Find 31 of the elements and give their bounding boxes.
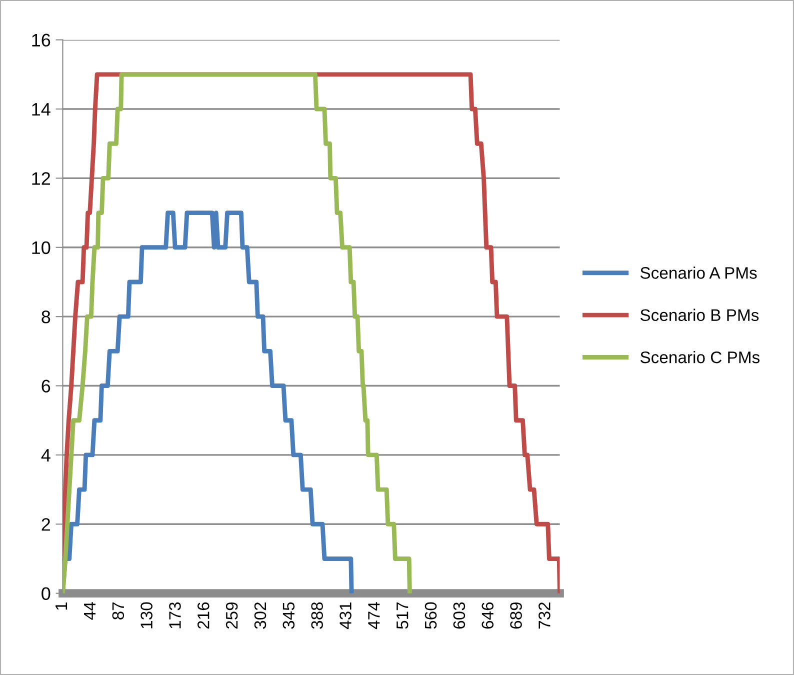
legend-label: Scenario A PMs [640,266,757,279]
y-tick-label: 12 [32,172,50,185]
y-tick-label: 14 [32,103,50,116]
x-tick-label: 603 [453,602,466,629]
x-tick-label: 646 [482,602,494,629]
x-tick-label: 560 [424,602,437,629]
x-tick-label: 431 [340,602,352,630]
x-tick-label: 1 [56,602,68,610]
x-tick-label: 474 [368,602,380,630]
legend-label: Scenario C PMs [640,351,760,364]
y-tick-label: 8 [42,310,50,324]
y-tick-label: 16 [32,34,50,47]
x-tick-label: 732 [538,602,550,629]
x-tick-label: 345 [282,602,295,629]
x-tick-label: 259 [226,602,238,629]
y-tick-label: 2 [42,518,50,531]
x-tick-label: 130 [140,602,152,628]
y-tick-label: 10 [32,241,50,254]
x-tick-label: 44 [84,602,96,620]
x-tick-label: 216 [198,602,210,629]
x-tick-label: 517 [396,602,408,629]
y-tick-label: 6 [42,380,50,392]
x-tick-label: 689 [510,602,522,629]
legend-label: Scenario B PMs [640,308,759,322]
x-tick-label: 173 [169,602,181,628]
x-tick-label: 87 [112,602,124,620]
line-series [62,72,412,594]
y-tick-label: 0 [42,587,50,600]
y-tick-label: 4 [41,449,50,462]
x-tick-label: 388 [311,602,323,629]
x-tick-label: 302 [254,602,266,629]
